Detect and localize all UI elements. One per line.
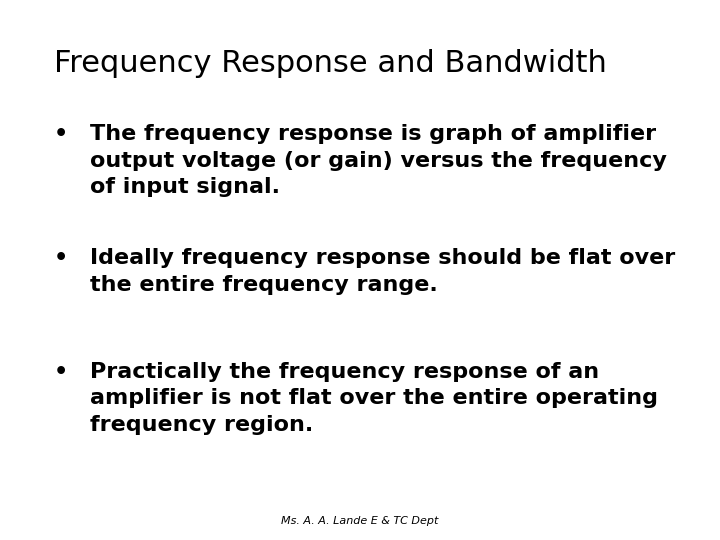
Text: •: • [54,124,68,144]
Text: •: • [54,248,68,268]
Text: The frequency response is graph of amplifier
output voltage (or gain) versus the: The frequency response is graph of ampli… [90,124,667,197]
Text: •: • [54,362,68,382]
Text: Frequency Response and Bandwidth: Frequency Response and Bandwidth [54,49,607,78]
Text: Practically the frequency response of an
amplifier is not flat over the entire o: Practically the frequency response of an… [90,362,658,435]
Text: Ideally frequency response should be flat over
the entire frequency range.: Ideally frequency response should be fla… [90,248,675,295]
Text: Ms. A. A. Lande E & TC Dept: Ms. A. A. Lande E & TC Dept [282,516,438,526]
